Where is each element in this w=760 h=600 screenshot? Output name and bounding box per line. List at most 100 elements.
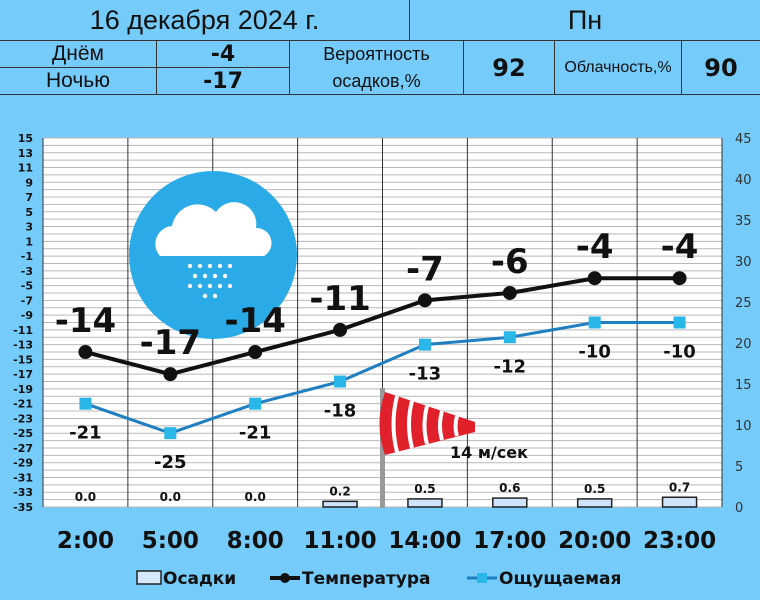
left-tick-label: -17 — [13, 368, 33, 381]
precip-prob-label: Вероятность осадков,% — [290, 41, 464, 94]
left-tick-label: 3 — [25, 221, 33, 234]
feels-value-label: -13 — [409, 364, 442, 385]
windsock-icon — [379, 388, 475, 508]
feels-point — [503, 331, 516, 344]
left-tick-label: -25 — [13, 427, 33, 440]
temperature-value-label: -7 — [406, 249, 444, 289]
right-tick-label: 15 — [735, 378, 752, 393]
right-tick-label: 30 — [735, 255, 752, 270]
temperature-point — [672, 271, 687, 286]
feels-value-label: -10 — [663, 342, 696, 363]
left-tick-label: 15 — [18, 132, 33, 145]
precip-prob-label-line2: осадков,% — [332, 70, 421, 91]
legend-feels-marker — [477, 573, 487, 583]
x-axis-label: 11:00 — [303, 528, 376, 554]
right-tick-label: 10 — [735, 419, 752, 434]
left-tick-label: 9 — [25, 176, 33, 189]
left-tick-label: -13 — [13, 339, 33, 352]
left-tick-label: -15 — [13, 353, 33, 366]
left-tick-label: 7 — [25, 191, 33, 204]
temperature-point — [333, 322, 348, 337]
left-tick-label: -31 — [13, 471, 33, 484]
wind-speed-label: 14 м/сек — [450, 443, 528, 462]
feels-value-label: -12 — [494, 356, 527, 377]
right-tick-label: 0 — [735, 501, 743, 516]
feels-line — [84, 321, 680, 435]
left-tick-label: -35 — [13, 501, 33, 514]
left-tick-label: -7 — [21, 294, 33, 307]
temperature-point — [417, 293, 432, 308]
left-tick-label: -3 — [21, 265, 33, 278]
left-tick-label: -29 — [13, 457, 33, 470]
feels-point — [249, 397, 262, 410]
left-tick-label: 5 — [25, 206, 33, 219]
day-value: -4 — [157, 41, 290, 68]
legend-temp-label: Температура — [302, 569, 431, 589]
precip-bar — [492, 497, 528, 508]
legend-precip-label: Осадки — [163, 569, 236, 589]
temperature-line — [84, 276, 680, 377]
precip-prob-label-line1: Вероятность — [323, 43, 430, 64]
feels-value-label: -25 — [154, 452, 187, 473]
precip-value-label: 0.2 — [329, 484, 350, 498]
left-tick-label: -9 — [21, 309, 33, 322]
precip-bar — [661, 496, 698, 508]
left-tick-label: -27 — [13, 442, 33, 455]
right-tick-label: 5 — [735, 460, 743, 475]
date-label: 16 декабря 2024 г. — [0, 0, 410, 40]
feels-point — [588, 316, 601, 329]
x-axis-label: 17:00 — [473, 528, 546, 554]
feels-value-label: -21 — [69, 423, 102, 444]
left-tick-label: -11 — [13, 324, 33, 337]
x-axis-label: 5:00 — [142, 528, 199, 554]
temperature-value-label: -4 — [576, 227, 614, 267]
cloud-value: 90 — [704, 53, 738, 82]
day-label: Днём — [0, 41, 157, 68]
snow-cloud-icon — [129, 171, 297, 339]
left-tick-label: -19 — [13, 383, 33, 396]
feels-value-label: -10 — [578, 342, 611, 363]
legend-precip-swatch — [136, 570, 162, 585]
axis-ticks: 15131197531-1-3-5-7-9-11-13-15-17-19-21-… — [13, 132, 751, 516]
feels-point — [418, 338, 431, 351]
precip-bar — [407, 498, 443, 508]
temperature-point — [587, 271, 602, 286]
x-axis-label: 20:00 — [558, 528, 631, 554]
header-divider-bottom — [0, 94, 760, 95]
temperature-point — [78, 345, 93, 360]
right-tick-label: 25 — [735, 296, 752, 311]
weekday-label: Пн — [567, 4, 603, 35]
x-axis-label: 2:00 — [57, 528, 114, 554]
left-tick-label: 11 — [18, 162, 33, 175]
precip-value-label: 0.0 — [75, 490, 96, 504]
legend-temp-marker — [280, 573, 290, 583]
cloud-label: Облачность,% — [555, 41, 682, 94]
precip-bars: 0.0 0.0 0.0 0.2 0.5 0.6 0.5 0.7 — [75, 480, 698, 508]
night-value: -17 — [157, 68, 290, 94]
left-tick-label: 13 — [18, 147, 33, 160]
x-axis-labels: 2:00 5:00 8:00 11:00 14:00 17:00 20:00 23:00 — [57, 528, 716, 554]
x-axis-label: 14:00 — [388, 528, 461, 554]
left-tick-label: -33 — [13, 486, 33, 499]
precip-prob-value: 92 — [464, 41, 555, 94]
temperature-value-label: -6 — [491, 242, 529, 282]
left-tick-label: 1 — [25, 235, 33, 248]
right-tick-label: 45 — [735, 132, 752, 147]
precip-bar — [322, 500, 358, 508]
x-axis-label: 8:00 — [227, 528, 284, 554]
temperature-point — [163, 367, 178, 382]
precip-value-label: 0.0 — [245, 490, 266, 504]
right-tick-label: 35 — [735, 214, 752, 229]
temperature-value-label: -14 — [224, 301, 285, 341]
precip-bar — [576, 498, 613, 508]
feels-point — [673, 316, 686, 329]
left-tick-label: -23 — [13, 412, 33, 425]
temperature-point — [248, 345, 263, 360]
series-layer: -21 -25 -21 -18 -13 -12 -10 -10 -14 -17 -14 -11 -7 -6… — [55, 227, 699, 473]
temperature-value-label: -11 — [309, 279, 370, 319]
feels-value-label: -18 — [324, 401, 357, 422]
legend: Осадки Температура Ощущаемая — [136, 569, 621, 589]
left-tick-label: -1 — [21, 250, 33, 263]
temperature-value-label: -17 — [140, 323, 201, 363]
right-tick-label: 20 — [735, 337, 752, 352]
